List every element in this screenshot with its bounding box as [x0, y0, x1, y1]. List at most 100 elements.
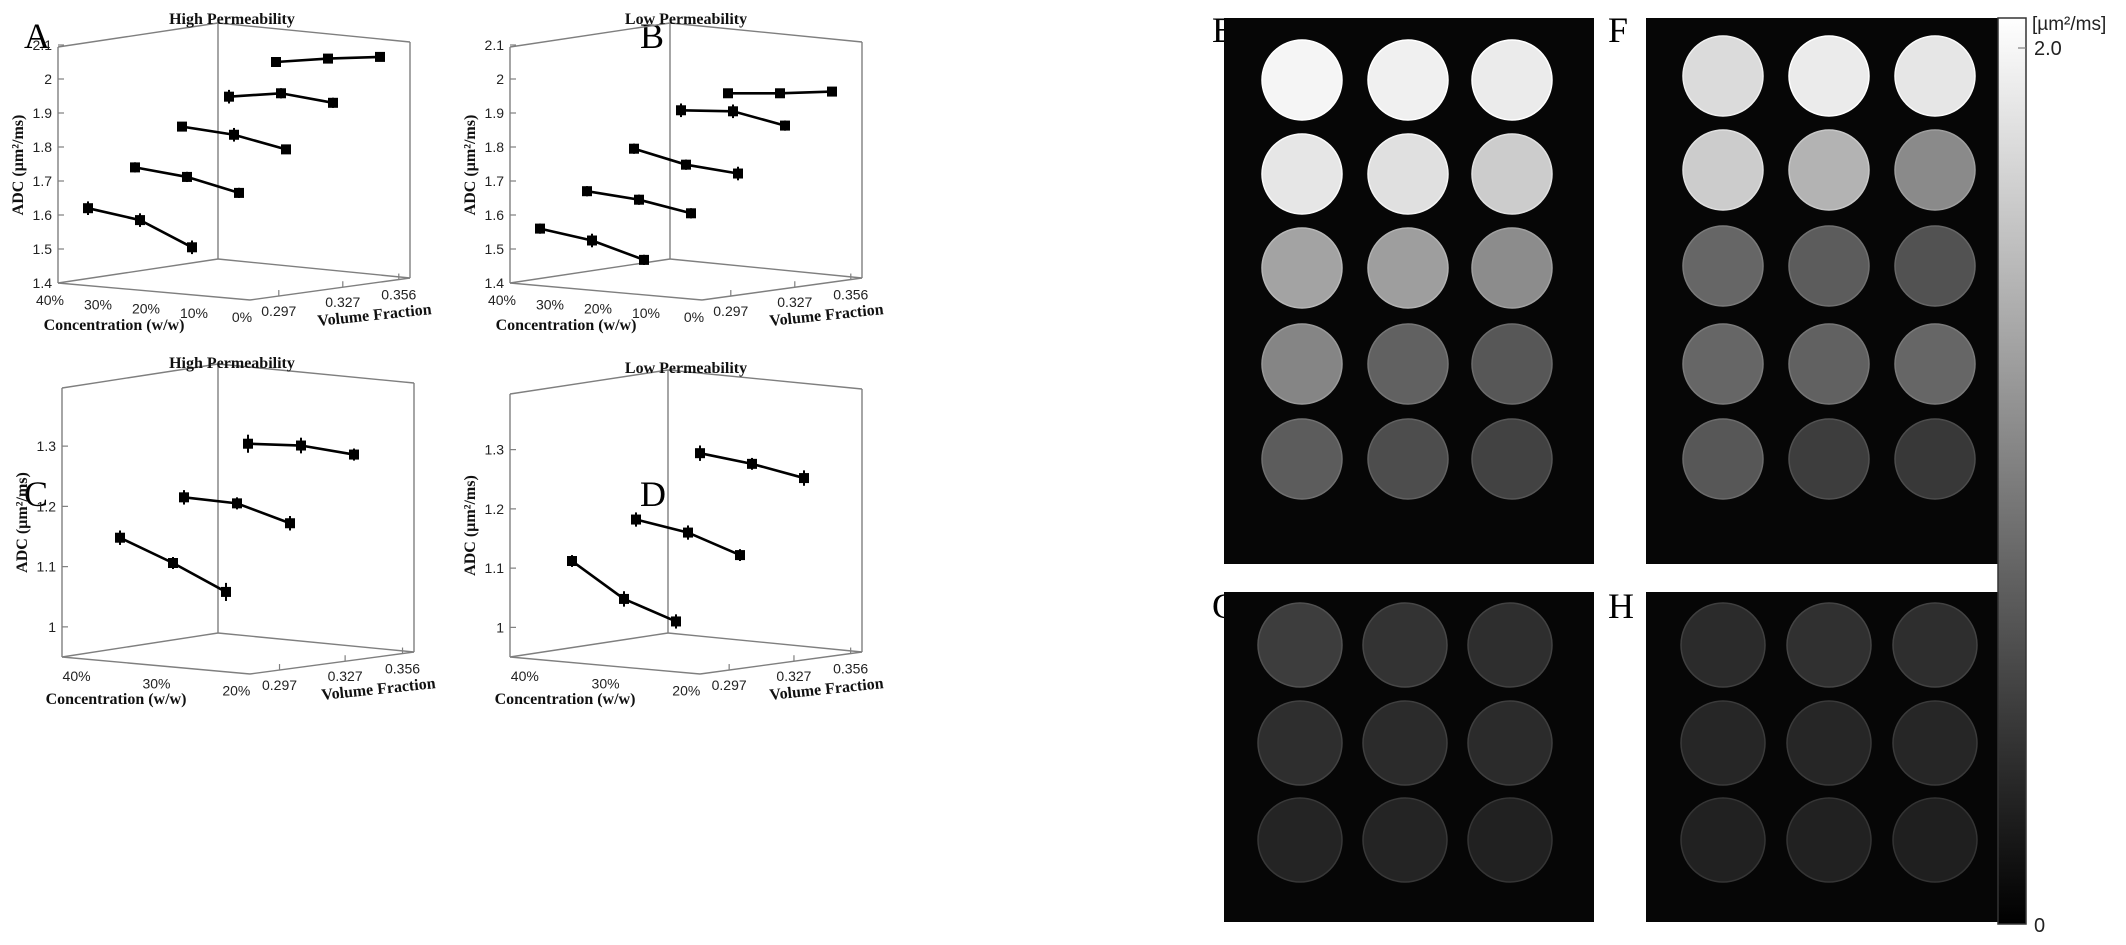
axis-edge	[509, 22, 671, 48]
phantom-circle	[1680, 797, 1766, 883]
y-tick-label: 2	[44, 71, 52, 87]
concentration-tick-label: 20%	[132, 301, 160, 317]
phantom-circle	[1894, 418, 1976, 500]
data-point	[232, 498, 242, 509]
chart-panel-A: High Permeability1.41.51.61.71.81.922.1A…	[10, 11, 432, 334]
data-point	[827, 86, 837, 97]
y-tick-label: 1	[496, 619, 504, 635]
phantom-circle	[1362, 700, 1448, 786]
axis-edge	[217, 258, 411, 279]
panel-label-H: H	[1608, 586, 1634, 626]
vf-tick-label: 0.356	[833, 661, 868, 677]
vf-tick-label: 0.356	[385, 661, 420, 677]
axis-edge	[667, 369, 863, 390]
series-30%	[83, 201, 197, 255]
axis-edge	[667, 632, 863, 653]
axis-edge	[249, 651, 415, 675]
y-tick-label: 1.3	[485, 442, 505, 458]
axis-edge	[61, 363, 219, 389]
concentration-tick-label: 30%	[84, 296, 112, 312]
data-point	[582, 186, 592, 197]
phantom-circle	[1894, 225, 1976, 307]
data-point	[634, 194, 644, 205]
data-point	[535, 223, 545, 234]
axis-edge	[509, 632, 669, 658]
data-point	[799, 473, 809, 484]
series-27.5%	[631, 512, 745, 562]
data-point	[747, 458, 757, 469]
data-point	[234, 187, 244, 198]
y-tick-label: 1.1	[485, 560, 505, 576]
phantom-circle	[1894, 129, 1976, 211]
data-point	[328, 97, 338, 108]
phantom-circle	[1894, 323, 1976, 405]
axis-edge	[669, 22, 863, 43]
chart-panel-D: Low Permeability 1 1.1 1.2 1.3 ADC (µm²/ms) 40…	[462, 360, 884, 708]
chart-title: Low Permeability	[625, 360, 747, 377]
data-point	[567, 556, 577, 567]
phantom-circle	[1788, 35, 1870, 117]
data-point	[179, 492, 189, 503]
data-point	[676, 105, 686, 116]
axis-edge	[509, 369, 669, 395]
panel-label-F: F	[1608, 10, 1628, 50]
concentration-tick-label: 20%	[584, 301, 612, 317]
series-20%	[695, 445, 809, 486]
series-0%	[723, 86, 837, 99]
vf-tick-label: 0.356	[833, 287, 868, 303]
phantom-circle	[1257, 700, 1343, 786]
map-panel-E	[1224, 18, 1594, 564]
phantom-circle	[1261, 133, 1343, 215]
axis-edge	[509, 656, 701, 675]
phantom-circle	[1680, 602, 1766, 688]
axis-edge	[57, 258, 219, 284]
phantom-circle	[1682, 418, 1764, 500]
data-point	[587, 235, 597, 246]
concentration-tick-label: 30%	[592, 675, 620, 691]
data-point	[349, 449, 359, 460]
data-point	[135, 215, 145, 226]
phantom-circle	[1362, 797, 1448, 883]
panel-label-A: A	[24, 16, 50, 56]
y-tick-label: 1.5	[485, 241, 505, 257]
series-30%	[535, 223, 649, 265]
data-point	[187, 242, 197, 253]
axis-edge	[669, 258, 863, 279]
series-35%	[567, 555, 681, 629]
panel-label-B: B	[640, 16, 664, 56]
concentration-tick-label: 40%	[488, 292, 516, 308]
maps-layer	[1224, 18, 2016, 922]
phantom-circle	[1367, 133, 1449, 215]
series-22.5%	[582, 186, 696, 219]
y-tick-label: 1.2	[485, 501, 505, 517]
axis-edge	[57, 282, 251, 301]
y-axis-label: ADC (µm²/ms)	[462, 475, 479, 576]
concentration-axis-label: Concentration (w/w)	[495, 691, 636, 708]
concentration-tick-label: 0%	[232, 309, 252, 325]
y-tick-label: 1.7	[485, 173, 505, 189]
series-7.5%	[676, 103, 790, 131]
data-point	[780, 120, 790, 131]
phantom-circle	[1682, 323, 1764, 405]
charts-layer: High Permeability1.41.51.61.71.81.922.1A…	[10, 11, 884, 708]
phantom-circle	[1261, 39, 1343, 121]
concentration-tick-label: 40%	[36, 292, 64, 308]
phantom-circle	[1261, 227, 1343, 309]
y-tick-label: 1.6	[33, 207, 53, 223]
data-point	[686, 208, 696, 219]
y-tick-label: 2.1	[485, 37, 505, 53]
data-point	[83, 203, 93, 214]
phantom-circle	[1892, 700, 1978, 786]
data-point	[168, 558, 178, 569]
data-point	[229, 129, 239, 140]
phantom-circle	[1788, 129, 1870, 211]
data-point	[221, 586, 231, 597]
panel-label-C: C	[24, 474, 48, 514]
series-7.5%	[224, 88, 338, 108]
phantom-circle	[1786, 700, 1872, 786]
colorbar-min-label: 0	[2034, 915, 2045, 937]
vf-tick-label: 0.297	[713, 303, 748, 319]
series-20%	[243, 434, 359, 461]
phantom-circle	[1788, 418, 1870, 500]
data-point	[271, 57, 281, 67]
